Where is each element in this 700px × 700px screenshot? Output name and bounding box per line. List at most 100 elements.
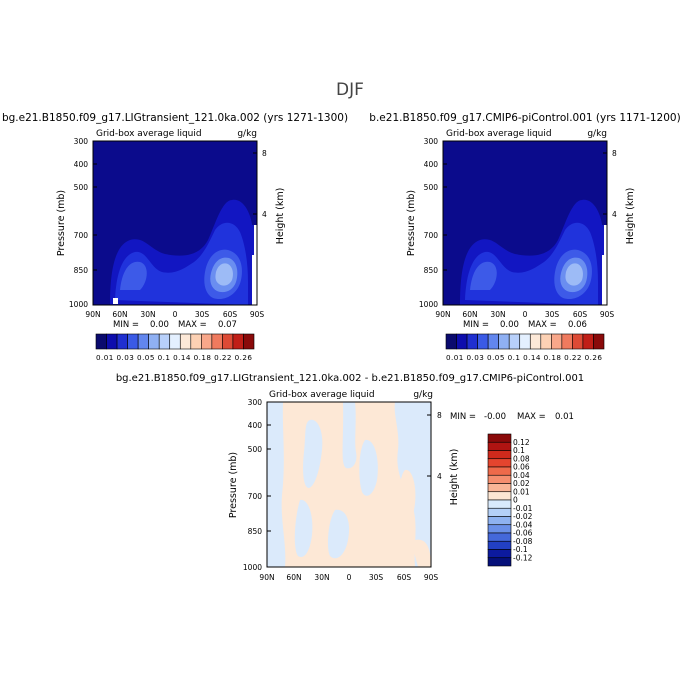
- panel-difference: bg.e21.B1850.f09_g17.LIGtransient_121.0k…: [116, 373, 584, 582]
- colorbar-swatch: [487, 491, 512, 501]
- panel-difference-title: bg.e21.B1850.f09_g17.LIGtransient_121.0k…: [116, 373, 584, 384]
- colorbar-swatch: [572, 333, 584, 350]
- panel-difference-max-label: MAX =: [517, 412, 546, 422]
- panel-left-minmax: MIN = 0.00 MAX = 0.07: [113, 320, 237, 330]
- panel-left-field: [93, 141, 257, 305]
- colorbar-swatch: [487, 507, 512, 517]
- panel-right-ylabel-right: Height (km): [625, 188, 636, 245]
- panel-difference-x-tick: 30S: [369, 573, 384, 582]
- colorbar-tick-label: 0.1: [513, 446, 525, 455]
- panel-left-title: bg.e21.B1850.f09_g17.LIGtransient_121.0k…: [2, 112, 348, 124]
- colorbar-swatch: [116, 333, 128, 350]
- panel-left-height-tick: 8: [262, 149, 267, 158]
- panel-difference-units: g/kg: [413, 390, 433, 400]
- panel-right-y-tick: 300: [424, 137, 439, 146]
- panel-right-y-right-ticks: 8 4: [612, 149, 617, 219]
- panel-right-x-tick: 90N: [435, 310, 450, 319]
- colorbar-tick-label: -0.08: [513, 537, 533, 546]
- colorbar-swatch: [179, 333, 192, 350]
- panel-left-y-right-ticks: 8 4: [262, 149, 267, 219]
- panel-right-min-value: 0.00: [500, 320, 519, 330]
- colorbar-swatch: [158, 333, 171, 350]
- colorbar-swatch: [551, 333, 563, 350]
- panel-right-x-tick: 30N: [490, 310, 505, 319]
- panel-left-y-tick: 300: [74, 137, 89, 146]
- panel-right-units: g/kg: [587, 129, 607, 139]
- colorbar-swatch: [529, 333, 542, 350]
- panel-difference-minmax: MIN = -0.00 MAX = 0.01: [450, 412, 574, 422]
- panel-left-max-value: 0.07: [218, 320, 237, 330]
- colorbar-tick-label: 0.01: [513, 487, 530, 496]
- panel-left-y-tick: 850: [74, 266, 89, 275]
- colorbar-swatch: [593, 333, 605, 350]
- colorbar-swatch: [487, 524, 512, 534]
- colorbar-swatch: [477, 333, 489, 350]
- panel-left-ylabel-right: Height (km): [275, 188, 286, 245]
- panel-difference-x-tick: 90S: [424, 573, 439, 582]
- panel-right-x-tick: 30S: [545, 310, 560, 319]
- colorbar-swatch: [137, 333, 149, 350]
- colorbar-tick-label: -0.04: [513, 520, 533, 529]
- panel-difference-y-ticks: 300 400 500 700 850 1000: [243, 398, 262, 572]
- panel-right: b.e21.B1850.f09_g17.CMIP6-piControl.001 …: [369, 112, 680, 362]
- colorbar-swatch: [487, 549, 512, 559]
- panel-difference-ylabel: Pressure (mb): [228, 452, 239, 518]
- panel-left-y-tick: 700: [74, 231, 89, 240]
- panel-right-height-tick: 4: [612, 210, 617, 219]
- panel-left-y-ticks: 300 400 500 700 850 1000: [69, 137, 88, 309]
- colorbar-swatch: [232, 333, 244, 350]
- panel-right-minmax: MIN = 0.00 MAX = 0.06: [463, 320, 587, 330]
- panel-left-subtitle: Grid-box average liquid: [96, 129, 202, 139]
- colorbar-left-labels: 0.01 0.03 0.05 0.1 0.14 0.18 0.22 0.26: [96, 353, 252, 362]
- panel-difference-y-tick: 850: [248, 527, 263, 536]
- colorbar-swatch: [95, 333, 107, 350]
- panel-difference-x-tick: 30N: [314, 573, 329, 582]
- colorbar-swatch: [466, 333, 478, 350]
- panel-right-y-tick: 850: [424, 266, 439, 275]
- panel-left-min-value: 0.00: [150, 320, 169, 330]
- colorbar-tick-label: -0.12: [513, 553, 533, 562]
- colorbar-swatch: [487, 433, 512, 443]
- panel-right-max-label: MAX =: [528, 320, 557, 330]
- colorbar-difference-labels: 0.120.10.080.060.040.020.010-0.01-0.02-0…: [513, 438, 533, 563]
- colorbar-swatch: [456, 333, 468, 350]
- panel-difference-height-tick: 8: [437, 411, 442, 420]
- panel-difference-subtitle: Grid-box average liquid: [269, 390, 375, 400]
- panel-right-title: b.e21.B1850.f09_g17.CMIP6-piControl.001 …: [369, 112, 680, 124]
- panel-right-x-tick: 60S: [573, 310, 588, 319]
- panel-right-y-ticks: 300 400 500 700 850 1000: [419, 137, 438, 309]
- colorbar-swatch: [561, 333, 573, 350]
- colorbar-swatch: [508, 333, 521, 350]
- panel-difference-x-tick: 0: [347, 573, 352, 582]
- colorbar-swatch: [201, 333, 213, 350]
- panel-difference-x-tick: 60N: [286, 573, 301, 582]
- colorbar-swatch: [487, 532, 512, 542]
- panel-difference-x-tick: 60S: [397, 573, 412, 582]
- colorbar-swatch: [487, 333, 499, 350]
- panel-left-ylabel: Pressure (mb): [56, 190, 67, 256]
- panel-right-y-tick: 500: [424, 183, 439, 192]
- panel-right-min-label: MIN =: [463, 320, 489, 330]
- panel-right-y-tick: 400: [424, 160, 439, 169]
- colorbar-tick-label: -0.1: [513, 545, 528, 554]
- panel-right-subtitle: Grid-box average liquid: [446, 129, 552, 139]
- panel-left-units: g/kg: [237, 129, 257, 139]
- panel-difference-min-label: MIN =: [450, 412, 476, 422]
- panel-left-x-tick: 30N: [140, 310, 155, 319]
- panel-left-x-ticks: 90N 60N 30N 0 30S 60S 90S: [85, 310, 264, 319]
- colorbar-swatch: [190, 333, 202, 350]
- panel-difference-y-right-ticks: 8 4: [437, 411, 442, 481]
- colorbar-swatch: [487, 466, 512, 476]
- colorbar-left: [95, 333, 255, 350]
- colorbar-swatch: [487, 450, 512, 460]
- panel-left-y-tick: 400: [74, 160, 89, 169]
- colorbar-swatch: [148, 333, 160, 350]
- colorbar-tick-label: 0.06: [513, 463, 530, 472]
- colorbar-swatch: [498, 333, 510, 350]
- panel-right-field: [443, 141, 607, 305]
- panel-left-x-tick: 30S: [195, 310, 210, 319]
- panel-left-x-tick: 90S: [250, 310, 265, 319]
- panel-right-height-tick: 8: [612, 149, 617, 158]
- colorbar-tick-label: -0.01: [513, 504, 533, 513]
